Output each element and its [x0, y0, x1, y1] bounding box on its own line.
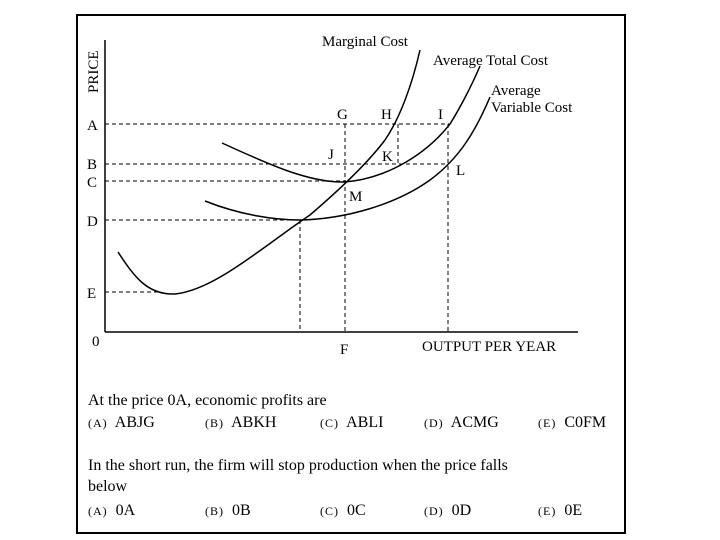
y-axis-label: PRICE [86, 50, 102, 93]
question-2-option-d[interactable]: (D) 0D [424, 502, 471, 520]
option-key: (B) [205, 416, 224, 430]
x-axis-label: OUTPUT PER YEAR [422, 339, 556, 355]
question-2-option-b[interactable]: (B) 0B [205, 502, 251, 520]
average-variable-cost-label-line1: Average [491, 83, 541, 99]
option-value: ABJG [114, 414, 155, 431]
price-b-label: B [87, 157, 97, 173]
question-2-option-c[interactable]: (C) 0C [320, 502, 366, 520]
option-key: (D) [424, 504, 444, 518]
option-value: 0A [115, 502, 136, 519]
price-c-label: C [87, 175, 97, 191]
point-l-label: L [456, 163, 465, 179]
point-j-label: J [328, 147, 334, 163]
option-key: (B) [205, 504, 224, 518]
option-key: (E) [538, 416, 557, 430]
average-total-cost-label: Average Total Cost [433, 53, 549, 69]
point-m-label: M [349, 189, 362, 205]
option-value: 0B [232, 502, 251, 519]
question-2-option-a[interactable]: (A) 0A [88, 502, 135, 520]
question-1-option-a[interactable]: (A) ABJG [88, 414, 155, 432]
question-1-text: At the price 0A, economic profits are [88, 392, 327, 409]
price-a-label: A [87, 118, 98, 134]
price-d-label: D [87, 214, 98, 230]
question-2-text: In the short run, the firm will stop pro… [88, 457, 508, 474]
option-key: (D) [424, 416, 444, 430]
option-key: (A) [88, 416, 108, 430]
price-e-label: E [87, 286, 96, 302]
origin-label: 0 [92, 334, 100, 350]
option-value: C0FM [564, 414, 607, 431]
option-key: (A) [88, 504, 108, 518]
question-2-option-e[interactable]: (E) 0E [538, 502, 582, 520]
marginal-cost-label: Marginal Cost [322, 34, 409, 50]
average-variable-cost-label-line2: Variable Cost [491, 100, 573, 116]
question-card [76, 14, 626, 534]
option-key: (C) [320, 504, 339, 518]
option-value: ABKH [231, 414, 277, 431]
point-h-label: H [381, 107, 392, 123]
average-variable-cost-curve [204, 96, 491, 221]
option-value: 0E [564, 502, 583, 519]
question-1-option-c[interactable]: (C) ABLI [320, 414, 383, 432]
option-value: ABLI [346, 414, 384, 431]
question-1-option-d[interactable]: (D) ACMG [424, 414, 499, 432]
point-i-label: I [438, 107, 443, 123]
option-value: ACMG [450, 414, 499, 431]
average-total-cost-curve [221, 65, 481, 183]
option-key: (C) [320, 416, 339, 430]
option-value: 0C [347, 502, 366, 519]
question-1-option-e[interactable]: (E) C0FM [538, 414, 606, 432]
point-g-label: G [337, 107, 348, 123]
option-key: (E) [538, 504, 557, 518]
question-1-option-b[interactable]: (B) ABKH [205, 414, 276, 432]
point-k-label: K [382, 149, 393, 165]
question-2-text-line2: below [88, 478, 128, 495]
marginal-cost-curve [117, 49, 421, 295]
option-value: 0D [451, 502, 472, 519]
output-f-label: F [340, 342, 348, 358]
